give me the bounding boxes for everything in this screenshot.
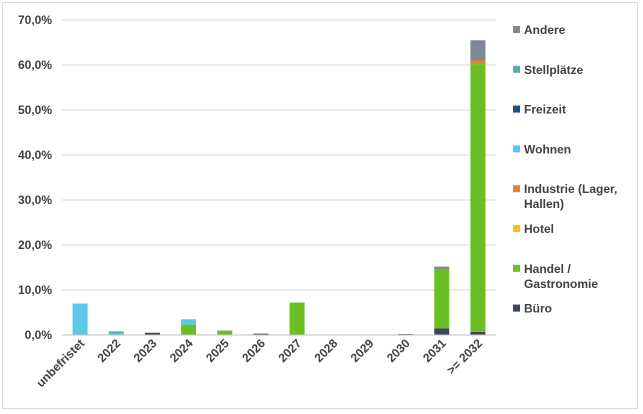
legend-swatch <box>513 304 520 312</box>
x-tick-label: 2025 <box>203 336 232 365</box>
bar-segment <box>72 303 88 335</box>
legend-label: Hotel <box>524 222 554 236</box>
legend-label: Industrie (Lager, Hallen) <box>524 182 617 211</box>
legend-swatch <box>513 225 520 232</box>
bar-segment <box>108 331 124 334</box>
legend-label: Handel / Gastronomie <box>524 262 598 291</box>
x-axis-ticks: unbefristet 2022 2023 2024 2025 2026 2027 2028 2… <box>33 336 485 390</box>
x-tick-label: 2027 <box>275 336 304 365</box>
bar-segment <box>470 60 486 65</box>
x-tick-label: unbefristet <box>33 336 87 390</box>
y-tick-label: 0,0% <box>25 328 53 342</box>
legend-swatch <box>513 65 520 73</box>
bar-segment <box>217 330 233 335</box>
y-tick-label: 60,0% <box>18 58 52 72</box>
bar-segment <box>470 64 486 332</box>
x-tick-label: 2024 <box>167 336 196 365</box>
legend-swatch <box>513 26 520 33</box>
bar-segment <box>470 331 486 335</box>
legend-label: Andere <box>524 23 566 37</box>
legend-label: Stellplätze <box>524 63 584 77</box>
x-tick-label: >= 2032 <box>444 336 485 377</box>
x-tick-label: 2022 <box>95 336 124 365</box>
bar-segment <box>181 324 197 335</box>
x-tick-label: 2023 <box>131 336 160 365</box>
bar-segment <box>144 332 160 335</box>
y-tick-label: 20,0% <box>18 238 52 252</box>
gridlines <box>62 19 496 291</box>
bar-segment <box>434 328 450 335</box>
y-tick-label: 30,0% <box>18 193 52 207</box>
y-tick-label: 10,0% <box>18 283 52 297</box>
legend-swatch <box>513 105 520 113</box>
x-tick-label: 2026 <box>239 336 268 365</box>
legend-label: Büro <box>524 302 552 316</box>
legend-label: Wohnen <box>524 142 571 156</box>
legend: Andere Stellplätze Freizeit Wohnen Industrie… <box>513 23 617 316</box>
bars <box>72 40 486 335</box>
x-tick-label: 2028 <box>312 336 341 365</box>
y-axis-ticks: 0,0% 10,0% 20,0% 30,0% 40,0% 50,0% 60,0% 70,0% <box>18 13 52 342</box>
y-tick-label: 70,0% <box>18 13 52 27</box>
bar-segment <box>108 333 124 335</box>
x-tick-label: 2031 <box>420 336 449 365</box>
legend-label: Freizeit <box>524 103 566 117</box>
x-tick-label: 2029 <box>348 336 377 365</box>
bar-segment <box>289 302 305 335</box>
chart-frame <box>2 2 638 409</box>
legend-swatch <box>513 145 520 153</box>
legend-swatch <box>513 185 520 193</box>
x-tick-label: 2030 <box>384 336 413 365</box>
bar-segment <box>434 269 450 329</box>
bar-segment <box>253 333 269 335</box>
y-tick-label: 40,0% <box>18 148 52 162</box>
bar-segment <box>181 319 197 325</box>
bar-segment <box>434 266 450 270</box>
y-tick-label: 50,0% <box>18 103 52 117</box>
bar-segment <box>470 40 486 61</box>
legend-swatch <box>513 264 520 272</box>
